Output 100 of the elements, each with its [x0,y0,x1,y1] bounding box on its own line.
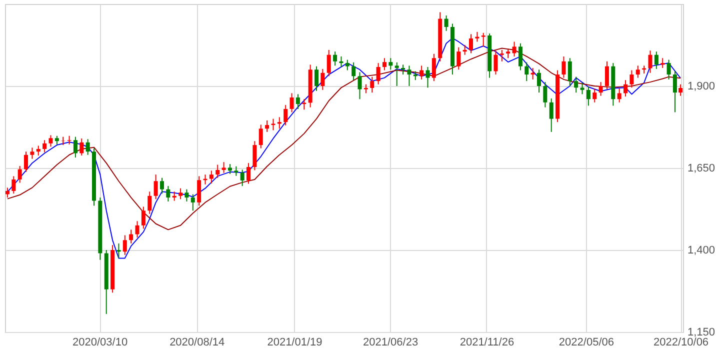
candlestick [543,82,548,108]
candlestick [672,70,677,113]
candlestick [630,70,634,88]
y-tick-label: 1,650 [688,162,716,174]
candlestick [265,120,270,132]
candlestick [388,58,393,70]
candlestick [481,32,486,48]
candlestick [122,234,127,256]
candlestick [333,51,338,66]
candlestick [636,65,640,78]
x-tick-label: 2021/11/26 [460,336,514,348]
candlestick [5,187,10,198]
candlestick [12,176,16,194]
candlestick [624,80,628,97]
candlestick [302,98,306,110]
y-tick-label: 1,900 [688,80,716,92]
x-tick-label: 2021/01/19 [267,336,322,348]
candlestick [135,220,140,238]
candlestick [18,166,22,184]
candlestick [42,140,47,153]
candlestick [586,86,590,106]
candlestick [166,186,170,202]
candlestick [216,164,220,178]
candlestick [666,59,671,80]
candlestick [524,62,529,82]
candlestick [574,76,578,94]
candlestick [660,58,665,68]
x-tick-label: 2022/10/06 [653,336,709,348]
candlestick [568,58,572,86]
candlestick [197,176,202,206]
candlestick [190,194,195,212]
candlestick [258,124,263,149]
candlestick [352,62,356,81]
x-tick-label: 2020/08/14 [170,336,225,348]
candlestick [296,94,300,110]
candlestick [382,58,386,71]
candlestick [592,88,597,103]
y-tick-label: 1,150 [688,326,716,338]
candlestick [86,138,90,156]
candlestick [376,62,380,85]
candlestick [494,50,498,76]
x-tick-label: 2020/03/10 [72,336,128,348]
line-series [6,48,682,230]
candlestick [160,177,164,194]
candlestick [290,92,294,113]
candlestick [394,62,399,86]
candlestick [314,66,318,92]
candlestick [456,46,461,70]
candlestick [512,41,516,57]
candlestick [536,69,541,94]
candlestick [284,104,288,126]
candlestick [129,229,134,244]
candlestick [36,145,40,156]
candlestick [209,170,214,184]
candlestick [24,151,28,172]
candlestick [234,166,238,176]
candlestick [358,72,362,100]
candlestick [345,59,350,71]
candlestick [80,138,84,156]
candlestick [240,169,244,187]
candlestick [172,191,176,202]
candlestick [401,64,406,76]
y-tick-label: 1,400 [688,244,716,256]
candlestick [222,162,226,174]
candlestick [326,49,331,77]
candlestick [530,67,535,80]
candlestick [444,14,448,32]
candlestick [154,174,158,200]
x-tick-label: 2021/06/23 [363,336,418,348]
candlestick [184,188,189,202]
candlestick [654,51,658,70]
candlestick [271,118,276,131]
candlestick [549,98,554,132]
candlestick [678,84,683,96]
line-series [6,38,682,259]
candlestick [178,188,183,200]
candlestick [462,44,467,56]
candlestick [141,206,146,230]
candlestick [432,53,436,82]
candlestick [116,242,121,259]
candlestick [518,42,522,71]
candlestick [320,68,325,90]
candlestick [48,134,53,148]
candlestick [252,140,257,171]
candlestick [73,136,78,158]
candlestick [469,34,474,54]
candlestick [648,50,652,74]
candlestick [604,60,609,90]
candlestick [339,56,344,68]
candlestick [426,66,430,88]
candlestick [370,76,374,94]
candlestick [228,164,232,174]
candlestick [598,82,603,96]
candlestick [407,65,412,86]
candlestick [500,49,504,62]
candlestick [475,31,480,42]
candlestick [148,191,152,214]
candlestick [617,88,622,103]
candlestick [246,162,251,184]
candlestick [277,116,282,130]
